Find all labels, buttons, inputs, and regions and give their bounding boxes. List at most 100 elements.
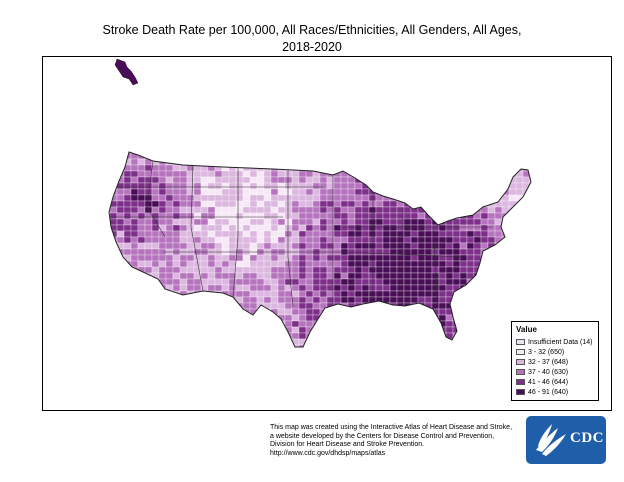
county-cell [109,308,118,316]
county-cell [382,332,391,340]
county-cell [494,218,503,226]
county-cell [537,303,544,309]
county-cell [109,206,118,214]
county-cell [235,200,244,208]
county-cell [144,308,153,316]
county-cell [515,224,524,232]
county-cell [284,242,293,250]
county-cell [186,308,195,316]
county-cell [172,182,181,190]
county-cell [515,218,524,226]
county-cell [158,152,167,154]
county-cell [256,272,265,280]
county-cell [347,284,356,292]
county-cell [158,152,167,160]
county-cell [452,224,461,232]
county-cell [375,230,384,238]
county-cell [172,314,181,322]
county-cell [417,218,426,226]
county-cell [501,200,510,208]
county-cell [501,332,510,340]
county-cell [445,152,454,154]
county-cell [137,152,146,154]
county-cell [417,170,426,178]
county-cell [221,236,230,244]
county-cell [235,230,244,238]
county-cell [130,176,139,184]
county-cell [109,326,118,334]
county-cell [431,320,440,328]
county-cell [151,230,160,238]
county-cell [193,344,202,347]
county-cell [263,344,272,347]
county-cell [137,164,146,172]
county-cell [229,351,236,357]
county-cell [123,188,132,196]
county-cell [474,351,481,357]
county-cell [214,218,223,226]
county-cell [494,344,503,347]
county-cell [375,314,384,322]
county-cell [424,194,433,202]
county-cell [291,182,300,190]
county-cell [263,272,272,280]
county-cell [417,332,426,340]
county-cell [186,176,195,184]
county-cell [207,266,216,274]
county-cell [494,152,503,160]
county-cell [312,212,321,220]
county-cell [158,236,167,244]
county-cell [459,344,468,347]
county-cell [186,326,195,334]
county-cell [277,236,286,244]
county-cell [515,170,524,178]
county-cell [424,290,433,298]
county-cell [347,206,356,214]
county-cell [445,194,454,202]
county-cell [410,290,419,298]
county-cell [452,260,461,268]
county-cell [459,158,468,166]
county-cell [130,170,139,178]
county-cell [361,218,370,226]
county-cell [193,326,202,334]
county-cell [144,266,153,274]
county-cell [109,158,118,166]
county-cell [109,164,111,172]
county-cell [242,188,251,196]
county-cell [473,164,482,172]
county-cell [284,290,293,298]
county-cell [439,351,446,357]
county-cell [508,236,517,244]
credit-link[interactable]: http://www.cdc.gov/dhdsp/maps/atlas [270,449,386,457]
county-cell [480,188,489,196]
county-cell [305,254,314,262]
county-cell [228,278,237,286]
county-cell [172,170,181,178]
county-cell [179,338,188,346]
county-cell [305,308,314,316]
county-cell [270,260,279,268]
county-cell [537,243,544,249]
county-cell [431,194,440,202]
county-cell [333,182,342,190]
county-cell [200,182,209,190]
county-cell [403,170,412,178]
county-cell [214,332,223,340]
county-cell [179,314,188,322]
county-cell [137,284,146,292]
county-cell [340,338,349,346]
county-cell [214,224,223,232]
county-cell [410,236,419,244]
county-cell [389,296,398,304]
county-cell [403,224,412,232]
county-cell [256,194,265,202]
county-cell [340,206,349,214]
county-cell [116,320,125,328]
county-cell [480,272,489,280]
county-cell [466,314,475,322]
county-cell [389,188,398,196]
county-cell [537,213,544,219]
county-cell [431,212,440,220]
county-cell [123,200,132,208]
